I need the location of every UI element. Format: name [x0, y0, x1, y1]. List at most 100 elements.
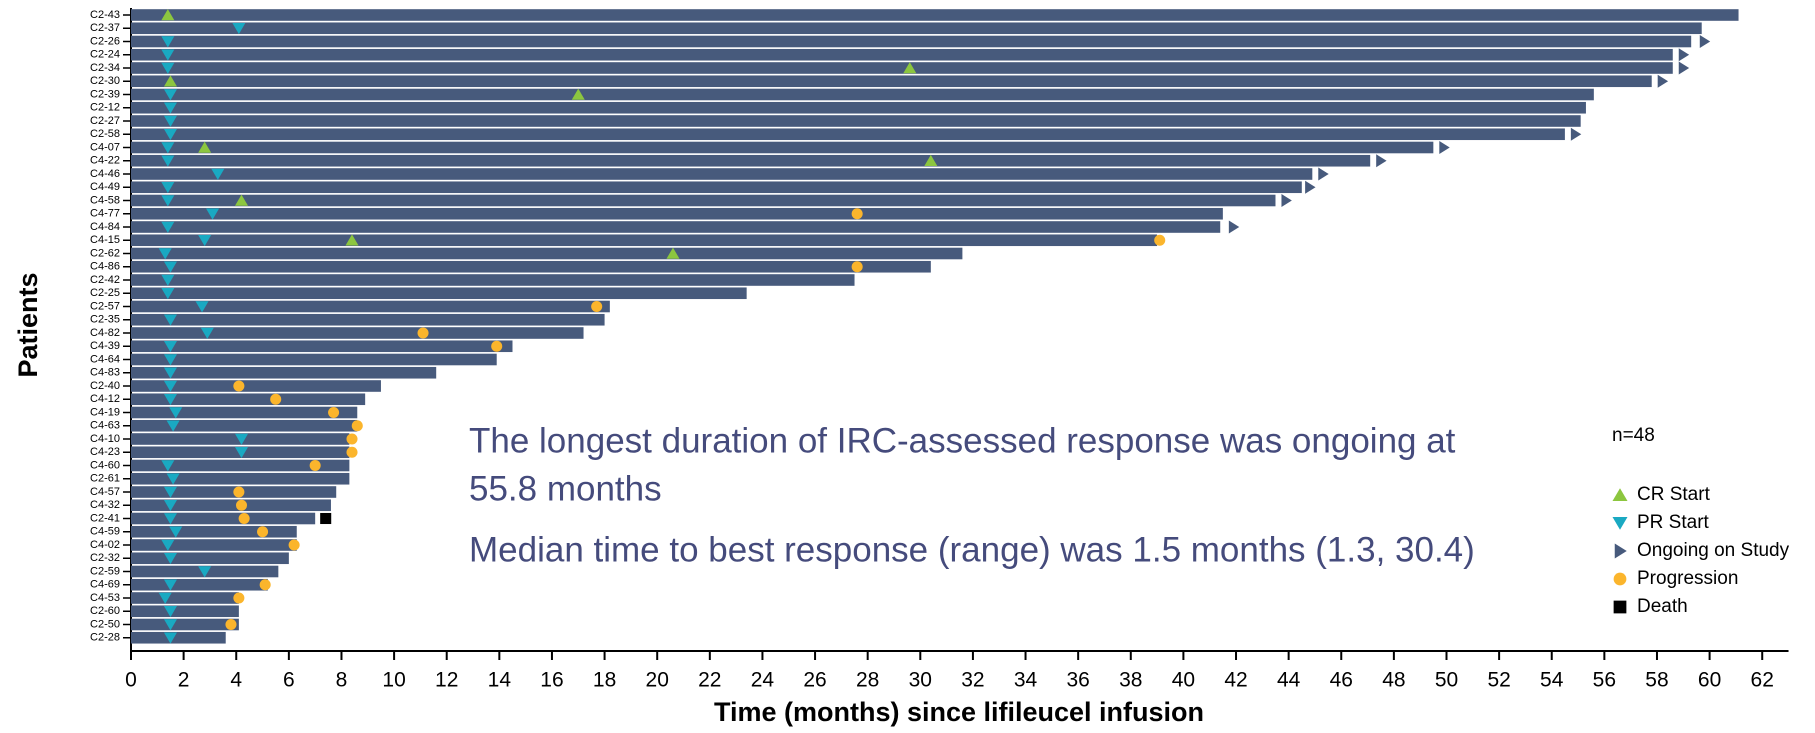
- n-label: n=48: [1612, 425, 1655, 446]
- y-tick-label: C2-35: [90, 314, 120, 326]
- bar: [131, 207, 1223, 220]
- y-tick-label: C4-59: [90, 526, 120, 538]
- marker-circle: [259, 579, 271, 591]
- y-tick-label: C2-26: [90, 35, 120, 47]
- x-tick-label: 2: [178, 669, 190, 692]
- marker-up: [235, 194, 249, 206]
- y-tick-label: C4-60: [90, 459, 120, 471]
- marker-down: [161, 460, 175, 472]
- marker-up: [924, 154, 938, 166]
- bar: [131, 35, 1692, 48]
- y-tick-label: C4-69: [90, 579, 120, 591]
- annotation: Median time to best response (range) was…: [469, 530, 1475, 569]
- y-tick-label: C4-58: [90, 194, 120, 206]
- bar: [131, 168, 1313, 180]
- marker-down: [163, 89, 177, 101]
- bar: [131, 48, 1673, 61]
- marker-down: [166, 473, 180, 485]
- legend-symbol: [1613, 600, 1627, 614]
- x-tick-label: 52: [1487, 669, 1510, 692]
- y-tick-label: C4-82: [90, 327, 120, 339]
- bar: [131, 366, 437, 379]
- bar: [131, 75, 1652, 88]
- x-tick-label: 14: [488, 669, 512, 692]
- marker-circle: [1154, 234, 1166, 246]
- y-tick-label: C4-77: [90, 208, 120, 220]
- bar: [131, 141, 1434, 154]
- y-tick-label: C4-02: [90, 539, 120, 551]
- marker-right: [1678, 48, 1690, 62]
- marker-right: [1678, 61, 1690, 75]
- marker-down: [161, 288, 175, 300]
- marker-right: [1439, 141, 1450, 154]
- marker-down: [163, 380, 177, 392]
- x-tick-label: 24: [751, 669, 775, 692]
- bar: [131, 552, 289, 565]
- marker-right: [1376, 154, 1387, 168]
- x-tick-label: 46: [1330, 669, 1353, 692]
- x-tick-label: 34: [1014, 669, 1038, 692]
- marker-right: [1657, 74, 1669, 88]
- bar: [131, 9, 1739, 21]
- bar: [131, 194, 1276, 207]
- marker-down: [163, 513, 177, 525]
- marker-down: [163, 553, 177, 565]
- y-tick-label: C4-39: [90, 340, 120, 352]
- marker-down: [163, 619, 177, 631]
- marker-down: [235, 447, 249, 459]
- marker-circle: [417, 327, 429, 339]
- y-tick-label: C2-32: [90, 552, 120, 564]
- legend-label: PR Start: [1637, 512, 1710, 533]
- bar: [131, 101, 1586, 114]
- y-tick-label: C2-60: [90, 605, 120, 617]
- bar: [131, 128, 1565, 141]
- marker-circle: [491, 340, 503, 352]
- marker-down: [161, 274, 175, 286]
- marker-down: [163, 261, 177, 273]
- y-tick-label: C4-07: [90, 141, 120, 153]
- y-tick-label: C2-24: [90, 49, 120, 61]
- marker-right: [1570, 127, 1582, 141]
- bar: [131, 353, 497, 366]
- y-tick-label: C2-40: [90, 380, 120, 392]
- y-tick-label: C2-58: [90, 128, 120, 140]
- marker-down: [161, 62, 175, 74]
- x-tick-label: 38: [1119, 669, 1142, 692]
- marker-down: [163, 500, 177, 512]
- x-tick-label: 48: [1382, 669, 1405, 692]
- marker-circle: [225, 618, 237, 631]
- marker-circle: [238, 512, 250, 525]
- bar: [131, 419, 358, 432]
- marker-down: [161, 36, 175, 48]
- marker-down: [200, 327, 214, 339]
- x-tick-label: 42: [1224, 669, 1247, 692]
- bar: [131, 618, 239, 631]
- y-tick-label: C2-43: [90, 9, 120, 21]
- marker-down: [163, 341, 177, 353]
- y-tick-label: C2-28: [90, 632, 120, 644]
- x-tick-label: 40: [1172, 669, 1195, 692]
- marker-right: [1318, 167, 1329, 181]
- marker-circle: [346, 446, 358, 458]
- x-tick-label: 6: [283, 669, 295, 692]
- bar: [131, 313, 605, 326]
- bar: [131, 274, 855, 286]
- x-tick-label: 58: [1645, 669, 1668, 692]
- marker-down: [206, 208, 220, 220]
- marker-down: [163, 394, 177, 406]
- bar: [131, 115, 1581, 127]
- y-tick-label: C2-27: [90, 115, 120, 127]
- marker-down: [163, 314, 177, 326]
- y-tick-label: C4-12: [90, 393, 120, 405]
- y-tick-label: C2-59: [90, 565, 120, 577]
- bar: [131, 300, 610, 313]
- marker-circle: [288, 539, 300, 551]
- y-tick-label: C4-83: [90, 367, 120, 379]
- marker-circle: [346, 433, 358, 445]
- y-tick-label: C4-64: [90, 353, 120, 365]
- marker-circle: [591, 300, 603, 313]
- y-tick-label: C2-57: [90, 300, 120, 312]
- marker-circle: [233, 380, 245, 392]
- marker-circle: [235, 499, 248, 511]
